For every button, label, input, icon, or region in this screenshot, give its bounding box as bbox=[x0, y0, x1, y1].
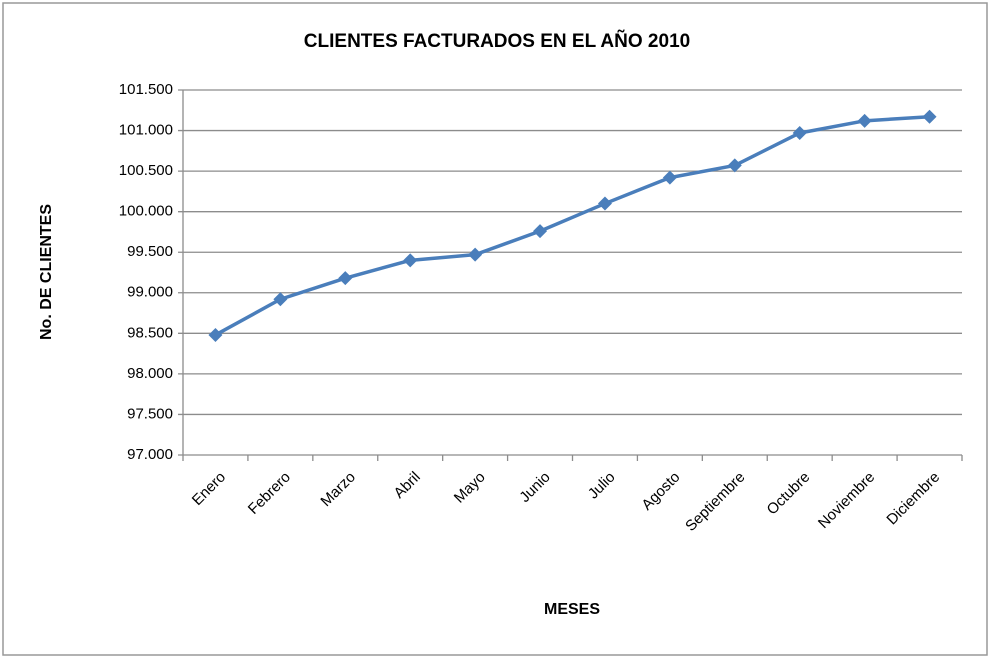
y-tick-label: 99.500 bbox=[127, 243, 173, 260]
marker bbox=[792, 125, 807, 140]
marker bbox=[273, 292, 288, 307]
marker bbox=[922, 109, 937, 124]
marker bbox=[597, 196, 612, 211]
series-line bbox=[214, 115, 930, 337]
marker bbox=[662, 170, 677, 185]
y-tick-label: 97.000 bbox=[127, 446, 173, 463]
chart-title: CLIENTES FACTURADOS EN EL AÑO 2010 bbox=[304, 30, 690, 52]
marker bbox=[338, 271, 353, 286]
x-axis-title: MESES bbox=[544, 601, 600, 618]
marker bbox=[403, 253, 418, 268]
y-tick-label: 97.500 bbox=[127, 405, 173, 422]
y-axis-title: No. DE CLIENTES bbox=[38, 204, 55, 340]
marker bbox=[533, 224, 548, 239]
marker bbox=[857, 113, 872, 128]
y-tick-label: 101.500 bbox=[119, 81, 173, 98]
y-tick-label: 101.000 bbox=[119, 122, 173, 139]
marker bbox=[208, 327, 223, 342]
y-tick-label: 98.000 bbox=[127, 365, 173, 382]
y-tick-label: 99.000 bbox=[127, 284, 173, 301]
y-tick-label: 98.500 bbox=[127, 324, 173, 341]
marker bbox=[727, 158, 742, 173]
y-tick-label: 100.500 bbox=[119, 162, 173, 179]
marker bbox=[468, 247, 483, 262]
y-tick-label: 100.000 bbox=[119, 203, 173, 220]
